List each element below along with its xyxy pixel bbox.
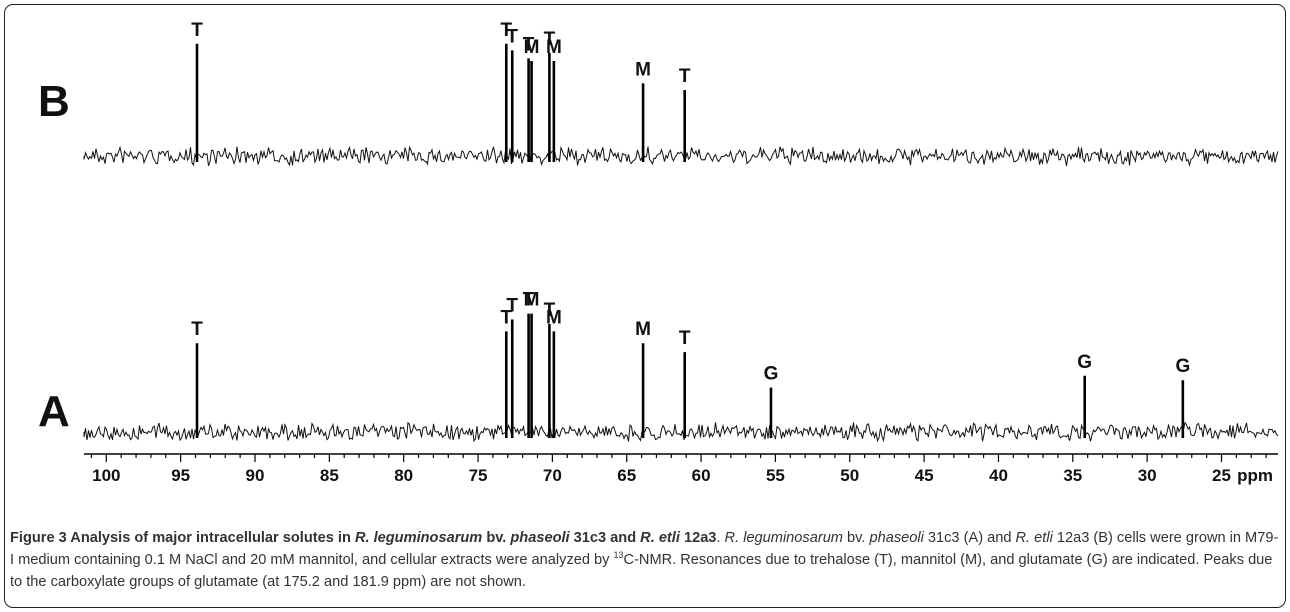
caption-isotope-superscript: 13 xyxy=(613,550,624,561)
x-tick-label: 90 xyxy=(246,466,265,485)
peak-label: M xyxy=(635,59,651,80)
caption-body-species: R. etli xyxy=(1015,530,1053,546)
x-tick-label: 40 xyxy=(989,466,1008,485)
x-axis-unit-label: ppm xyxy=(1237,466,1273,485)
x-tick-label: 75 xyxy=(469,466,488,485)
caption-body-text: 31c3 (A) and xyxy=(923,530,1016,546)
x-tick-label: 80 xyxy=(394,466,413,485)
caption-title-text: Analysis of major intracellular solutes … xyxy=(66,530,355,546)
peak-label: T xyxy=(191,319,203,340)
caption-body-text: bv. xyxy=(842,530,870,546)
panel-label: A xyxy=(38,387,70,436)
caption-body-text: C-NMR. Resonances due to trehalose (T), … xyxy=(10,552,1273,590)
peak-label: T xyxy=(500,307,512,328)
caption-title-species: R. leguminosarum xyxy=(354,530,483,546)
caption-figure-label: Figure 3 xyxy=(10,530,67,546)
caption-title-text: bv. xyxy=(482,530,511,546)
x-tick-label: 100 xyxy=(92,466,120,485)
caption-title-text: 31c3 and xyxy=(569,530,641,546)
caption-title-species: R. etli xyxy=(640,530,680,546)
peak-label: M xyxy=(524,37,540,58)
x-tick-label: 65 xyxy=(617,466,636,485)
x-tick-label: 95 xyxy=(171,466,190,485)
peak-label: M xyxy=(635,319,651,340)
figure-caption: Figure 3 Analysis of major intracellular… xyxy=(10,527,1280,593)
x-tick-label: 60 xyxy=(692,466,711,485)
figure-frame xyxy=(4,4,1286,608)
x-tick-label: 25 xyxy=(1212,466,1231,485)
caption-title-text: 12a3 xyxy=(679,530,717,546)
baseline-noise-trace xyxy=(83,145,1279,167)
peak-label: T xyxy=(506,26,518,47)
baseline-noise-trace xyxy=(83,421,1279,443)
x-tick-label: 30 xyxy=(1138,466,1157,485)
caption-body-biovar: phaseoli xyxy=(869,530,924,546)
peak-label: M xyxy=(524,290,540,311)
x-tick-label: 45 xyxy=(915,466,934,485)
x-tick-label: 85 xyxy=(320,466,339,485)
peak-label: T xyxy=(544,29,556,50)
peak-label: M xyxy=(546,37,562,58)
peak-label: T xyxy=(191,20,203,41)
peak-label: T xyxy=(544,300,556,321)
x-tick-label: 50 xyxy=(840,466,859,485)
peak-label: G xyxy=(1077,352,1092,373)
panel-label: B xyxy=(38,77,70,126)
peak-label: T xyxy=(500,20,512,41)
panel-a: TTT TM TMM TGG GA xyxy=(38,290,1279,443)
peak-label: T xyxy=(523,290,535,311)
x-tick-label: 70 xyxy=(543,466,562,485)
peak-label: G xyxy=(1175,356,1190,377)
peak-label: G xyxy=(764,364,779,385)
peak-label: T xyxy=(523,34,535,55)
peak-label: T xyxy=(679,66,691,87)
peak-label: M xyxy=(546,307,562,328)
caption-body-species: R. leguminosarum xyxy=(724,530,843,546)
peak-label: T xyxy=(679,328,691,349)
caption-body-text: 12a3 (B) cells were grown in M79-I mediu… xyxy=(10,530,1279,568)
caption-title: Figure 3 Analysis of major intracellular… xyxy=(10,530,716,546)
caption-title-biovar: phaseoli xyxy=(510,530,570,546)
x-tick-label: 55 xyxy=(766,466,785,485)
caption-body-text: . xyxy=(716,530,725,546)
panel-b: T TT TM TMM TB xyxy=(38,20,1279,167)
x-tick-label: 35 xyxy=(1063,466,1082,485)
peak-label: T xyxy=(506,296,518,317)
